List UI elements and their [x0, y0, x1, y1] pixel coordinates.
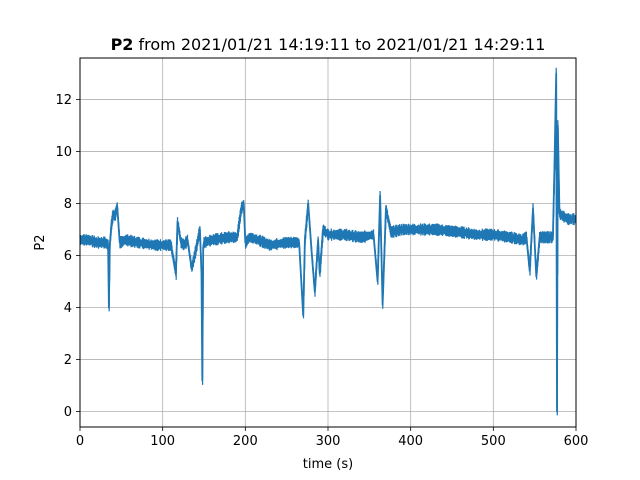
ticks: 0 100 200 300 400 500 600 0 2 4 6 8 10 12	[55, 93, 588, 449]
chart-title: P2 from 2021/01/21 14:19:11 to 2021/01/2…	[111, 35, 546, 54]
x-tick-label: 100	[150, 434, 175, 449]
y-axis-label: P2	[33, 234, 48, 250]
x-tick-label: 300	[316, 434, 341, 449]
y-tick-label: 4	[64, 301, 72, 316]
x-tick-label: 600	[564, 434, 589, 449]
y-tick-label: 0	[64, 405, 72, 420]
x-tick-label: 400	[398, 434, 423, 449]
y-tick-label: 2	[64, 353, 72, 368]
chart-title-series-name: P2	[111, 35, 134, 54]
x-tick-label: 500	[481, 434, 506, 449]
series-line	[80, 72, 576, 413]
y-tick-label: 8	[64, 197, 72, 212]
y-tick-label: 10	[55, 145, 72, 160]
x-tick-label: 0	[76, 434, 84, 449]
chart-title-rest: from 2021/01/21 14:19:11 to 2021/01/21 1…	[133, 35, 545, 54]
x-tick-label: 200	[233, 434, 258, 449]
y-tick-label: 12	[55, 93, 72, 108]
x-axis-label: time (s)	[303, 457, 353, 472]
series-layer	[79, 67, 577, 416]
y-tick-label: 6	[64, 249, 72, 264]
